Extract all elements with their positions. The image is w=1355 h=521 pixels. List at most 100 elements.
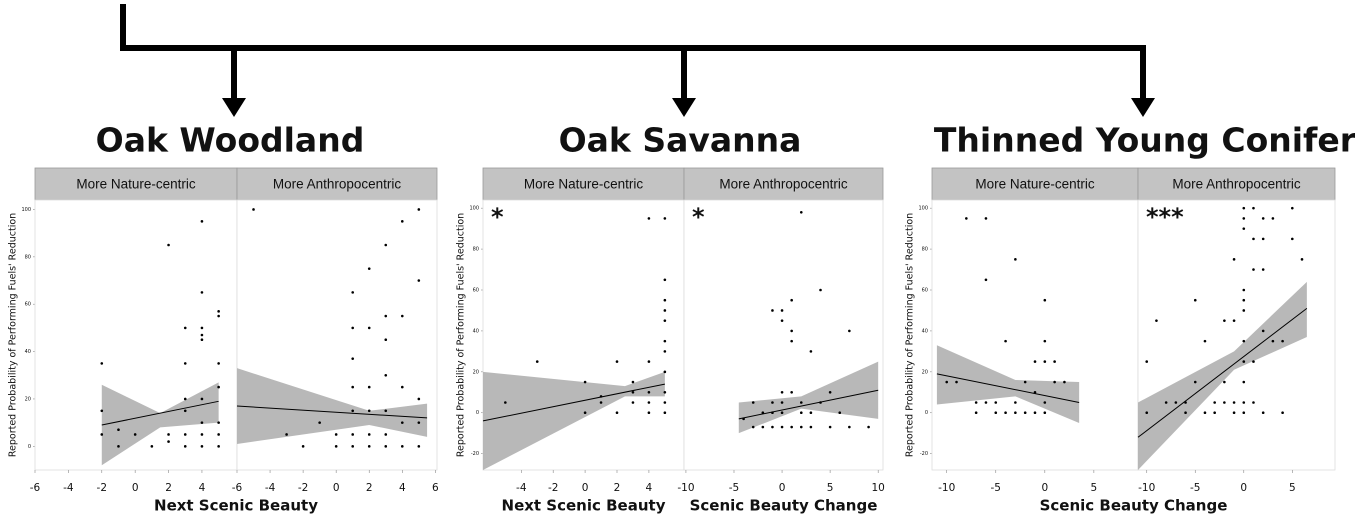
- confidence-band: [936, 345, 1080, 423]
- x-tick-label: 2: [614, 482, 621, 494]
- x-tick-label: -6: [30, 482, 41, 494]
- data-point: [351, 326, 355, 330]
- x-tick-label: -10: [938, 482, 955, 494]
- y-axis-title: Reported Probability of Performing Fuels…: [8, 213, 19, 457]
- data-point: [751, 425, 755, 429]
- data-point: [1014, 401, 1017, 404]
- data-point: [167, 440, 170, 443]
- data-point: [1252, 360, 1255, 363]
- data-point: [848, 425, 851, 429]
- data-point: [200, 445, 204, 448]
- data-point: [1223, 380, 1226, 384]
- y-tick-label: 40: [25, 349, 31, 355]
- data-point: [1145, 360, 1149, 363]
- data-point: [984, 217, 988, 220]
- data-point: [790, 390, 793, 394]
- x-tick-label: 2: [165, 482, 172, 494]
- data-point: [647, 360, 651, 363]
- data-point: [663, 298, 667, 302]
- bracket-line: [120, 4, 1146, 100]
- fit-line: [101, 400, 219, 426]
- data-point: [318, 421, 321, 424]
- data-point: [984, 401, 988, 404]
- data-point: [819, 401, 822, 404]
- x-axis-title: Next Scenic Beauty: [502, 497, 666, 515]
- y-tick-label: 0: [476, 410, 479, 416]
- y-tick-label: 0: [925, 410, 928, 416]
- x-tick-label: -5: [1190, 482, 1200, 494]
- y-tick-label: 40: [473, 328, 479, 334]
- data-point: [751, 401, 755, 404]
- facet-label: More Nature-centric: [76, 177, 196, 192]
- data-point: [955, 380, 958, 384]
- data-point: [1232, 411, 1236, 415]
- data-point: [663, 217, 667, 220]
- x-tick-label: -2: [548, 482, 558, 494]
- data-point: [663, 350, 667, 353]
- data-point: [945, 380, 949, 384]
- data-point: [1252, 401, 1255, 404]
- data-point: [1043, 411, 1047, 415]
- facet-strip: [1137, 167, 1336, 201]
- data-point: [183, 433, 187, 436]
- data-point: [167, 243, 170, 247]
- data-point: [1184, 401, 1187, 404]
- x-tick-label: -10: [677, 482, 694, 494]
- data-point: [1281, 411, 1284, 415]
- data-point: [790, 339, 793, 343]
- y-tick-label: 80: [25, 254, 31, 260]
- x-tick-label: 6: [432, 482, 439, 494]
- data-point: [200, 326, 204, 330]
- data-point: [1023, 411, 1027, 415]
- y-tick-label: 20: [25, 396, 31, 402]
- y-tick-label: 100: [469, 206, 479, 212]
- data-point: [838, 411, 842, 415]
- data-point: [1291, 206, 1294, 210]
- data-point: [771, 411, 774, 415]
- data-point: [200, 291, 204, 294]
- data-point: [663, 411, 667, 415]
- x-tick-label: 4: [399, 482, 406, 494]
- data-point: [599, 401, 603, 404]
- data-point: [384, 314, 388, 318]
- data-point: [1033, 360, 1037, 363]
- data-point: [117, 445, 120, 448]
- data-point: [400, 314, 404, 318]
- x-tick-label: -6: [232, 482, 243, 494]
- data-point: [1014, 258, 1017, 261]
- y-tick-label: 60: [473, 288, 479, 294]
- data-point: [1271, 339, 1275, 343]
- data-point: [848, 329, 851, 333]
- data-point: [1203, 339, 1207, 343]
- data-point: [351, 409, 355, 413]
- facet-strip: [236, 167, 438, 201]
- data-point: [809, 350, 813, 353]
- bracket: [120, 4, 1146, 100]
- data-point: [663, 370, 667, 374]
- x-tick-label: 2: [366, 482, 373, 494]
- data-point: [217, 314, 220, 318]
- facet-label: More Nature-centric: [975, 177, 1095, 192]
- panel-title: Oak Woodland: [96, 121, 365, 160]
- data-point: [351, 357, 355, 360]
- data-point: [1174, 401, 1178, 404]
- data-point: [183, 409, 187, 413]
- data-point: [1053, 380, 1056, 384]
- data-point: [384, 243, 388, 247]
- data-point: [183, 362, 187, 365]
- panel-title: Oak Savanna: [559, 121, 802, 160]
- data-point: [1053, 360, 1056, 363]
- data-point: [965, 217, 968, 220]
- x-tick-label: -4: [265, 482, 276, 494]
- data-point: [1043, 401, 1047, 404]
- data-point: [1193, 298, 1197, 302]
- data-point: [367, 433, 371, 436]
- confidence-band: [237, 368, 428, 444]
- data-point: [1242, 401, 1246, 404]
- data-point: [285, 433, 288, 436]
- facet-strip: [482, 167, 685, 201]
- data-point: [367, 385, 371, 389]
- x-tick-label: 4: [646, 482, 653, 494]
- data-point: [771, 425, 774, 429]
- data-point: [647, 217, 651, 220]
